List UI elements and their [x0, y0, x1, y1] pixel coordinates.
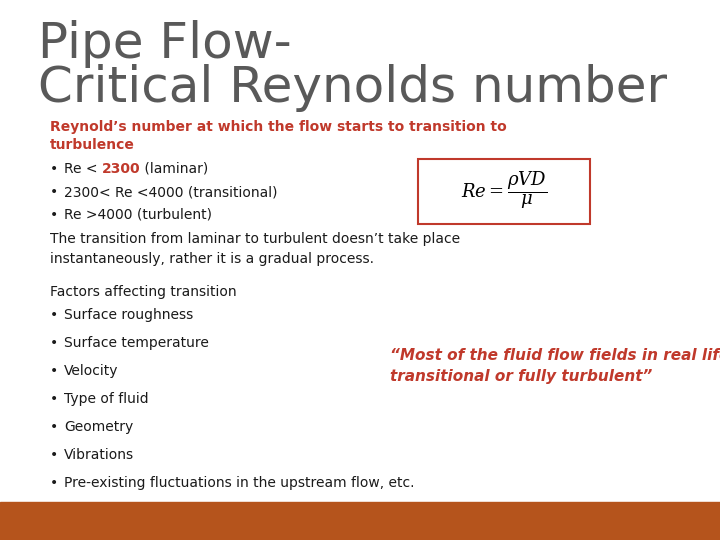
Text: Type of fluid: Type of fluid [64, 392, 148, 406]
Text: •: • [50, 336, 58, 350]
Text: Factors affecting transition: Factors affecting transition [50, 285, 237, 299]
Text: •: • [50, 476, 58, 490]
Text: Critical Reynolds number: Critical Reynolds number [38, 64, 667, 112]
Text: 2300: 2300 [102, 162, 140, 176]
Text: Velocity: Velocity [64, 364, 119, 378]
Text: Re <: Re < [64, 162, 102, 176]
Text: Vibrations: Vibrations [64, 448, 134, 462]
Text: Pre-existing fluctuations in the upstream flow, etc.: Pre-existing fluctuations in the upstrea… [64, 476, 415, 490]
Text: •: • [50, 162, 58, 176]
Bar [0, 502, 720, 540]
Text: Re >4000 (turbulent): Re >4000 (turbulent) [64, 208, 212, 222]
Text: •: • [50, 208, 58, 222]
Text: •: • [50, 392, 58, 406]
Text: 2300< Re <4000 (transitional): 2300< Re <4000 (transitional) [64, 185, 277, 199]
Text: Reynold’s number at which the flow starts to transition to
turbulence: Reynold’s number at which the flow start… [50, 120, 507, 152]
Text: •: • [50, 364, 58, 378]
Text: •: • [50, 185, 58, 199]
Text: •: • [50, 448, 58, 462]
Text: Pipe Flow-: Pipe Flow- [38, 20, 292, 68]
Text: $Re = \dfrac{\rho V D}{\mu}$: $Re = \dfrac{\rho V D}{\mu}$ [461, 170, 547, 211]
Text: •: • [50, 420, 58, 434]
Text: Surface temperature: Surface temperature [64, 336, 209, 350]
FancyBboxPatch shape [418, 159, 590, 224]
Text: Geometry: Geometry [64, 420, 133, 434]
Text: “Most of the fluid flow fields in real life are
transitional or fully turbulent”: “Most of the fluid flow fields in real l… [390, 348, 720, 384]
Text: The transition from laminar to turbulent doesn’t take place
instantaneously, rat: The transition from laminar to turbulent… [50, 232, 460, 266]
Text: Surface roughness: Surface roughness [64, 308, 193, 322]
Text: (laminar): (laminar) [140, 162, 209, 176]
Text: •: • [50, 308, 58, 322]
